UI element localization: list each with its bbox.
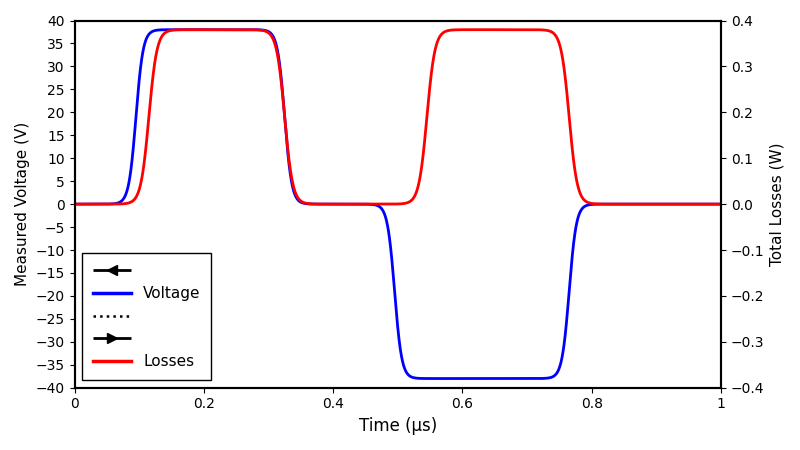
Y-axis label: Total Losses (W): Total Losses (W) <box>770 142 785 266</box>
Legend: , Voltage, , , Losses: , Voltage, , , Losses <box>82 253 211 380</box>
Y-axis label: Measured Voltage (V): Measured Voltage (V) <box>15 122 30 286</box>
X-axis label: Time (μs): Time (μs) <box>358 417 437 435</box>
